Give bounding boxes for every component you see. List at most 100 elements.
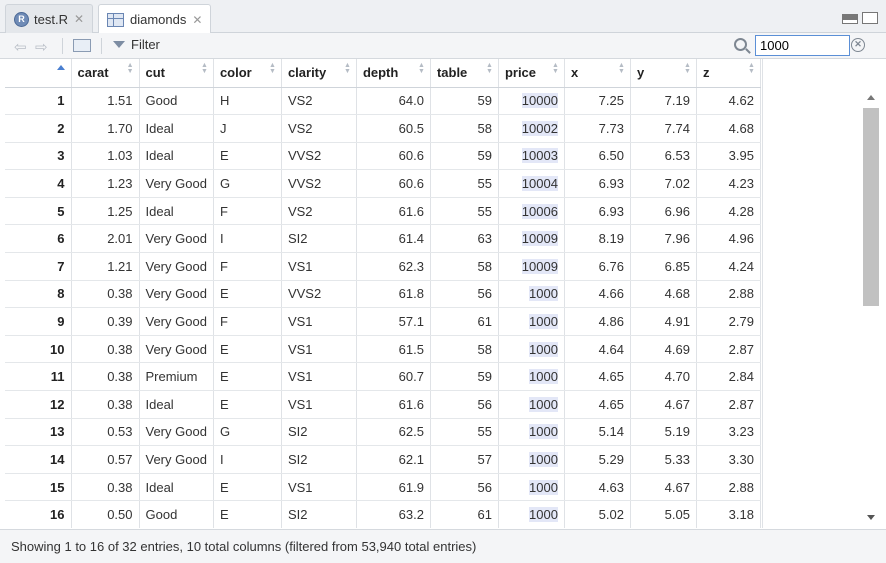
cell-color: I (213, 445, 282, 474)
back-arrow-icon[interactable]: ⇦ (14, 39, 27, 56)
cell-price: 1000 (498, 362, 565, 392)
cell-table: 56 (430, 280, 499, 309)
table-row: 6 2.01 Very Good I SI2 61.4 63 10009 8.19 7.96 4.9… (5, 224, 761, 254)
cell-z: 3.30 (696, 445, 761, 474)
cell-table: 63 (430, 224, 499, 254)
cell-y: 5.05 (630, 500, 697, 528)
cell-color: F (213, 252, 282, 281)
column-header-color[interactable]: color ▲ ▼ (213, 59, 282, 88)
cell-clarity: VS1 (281, 252, 357, 281)
search-input[interactable] (755, 35, 850, 56)
sort-icon: ▲ ▼ (748, 62, 755, 75)
cell-carat: 0.53 (71, 418, 140, 447)
column-label: color (219, 65, 252, 81)
forward-arrow-icon[interactable]: ⇨ (35, 39, 48, 56)
cell-cut: Very Good (139, 224, 214, 254)
cell-idx: 12 (5, 390, 72, 419)
column-header-carat[interactable]: carat ▲ ▼ (71, 59, 140, 88)
table-row: 3 1.03 Ideal E VVS2 60.6 59 10003 6.50 6.53 3.95 (5, 142, 761, 171)
search-match-highlight: 10002 (521, 120, 558, 136)
cell-clarity: VS1 (281, 335, 357, 364)
cell-carat: 1.51 (71, 87, 140, 116)
cell-color: E (213, 390, 282, 419)
cell-x: 6.93 (564, 197, 631, 226)
column-label: y (636, 65, 645, 81)
filter-button[interactable]: Filter (113, 37, 160, 52)
search-match-highlight: 10009 (521, 258, 558, 274)
data-grid-icon (107, 12, 124, 27)
cell-cut: Very Good (139, 280, 214, 309)
cell-carat: 2.01 (71, 224, 140, 254)
cell-z: 4.24 (696, 252, 761, 281)
cell-x: 4.65 (564, 390, 631, 419)
sort-icon: ▲ ▼ (126, 62, 134, 75)
minimize-icon[interactable] (842, 14, 858, 24)
cell-depth: 62.3 (356, 252, 431, 281)
cell-cut: Very Good (139, 335, 214, 364)
cell-price: 10009 (498, 224, 565, 254)
cell-idx: 3 (5, 142, 72, 171)
cell-idx: 7 (5, 252, 72, 281)
cell-depth: 64.0 (356, 87, 431, 116)
scrollbar-thumb[interactable] (863, 108, 879, 306)
popout-window-icon[interactable] (73, 39, 91, 52)
column-header-depth[interactable]: depth ▲ ▼ (356, 59, 431, 88)
cell-idx: 9 (5, 307, 72, 336)
search-match-highlight: 10009 (521, 231, 558, 247)
close-icon[interactable]: ✕ (192, 12, 203, 27)
cell-idx: 15 (5, 473, 72, 502)
cell-color: E (213, 142, 282, 171)
tab-test-r[interactable]: R test.R ✕ (5, 4, 94, 33)
cell-price: 10000 (498, 87, 565, 116)
column-label: table (436, 65, 468, 81)
column-header-z[interactable]: z ▲ ▼ (696, 59, 761, 88)
cell-y: 7.96 (630, 224, 697, 254)
cell-table: 55 (430, 418, 499, 447)
cell-carat: 0.38 (71, 280, 140, 309)
window-controls (842, 12, 878, 24)
cell-y: 6.85 (630, 252, 697, 281)
cell-y: 5.33 (630, 445, 697, 474)
cell-color: G (213, 169, 282, 198)
cell-idx: 14 (5, 445, 72, 474)
sort-icon: ▲ ▼ (201, 62, 208, 75)
cell-x: 5.02 (564, 500, 631, 528)
cell-y: 4.70 (630, 362, 697, 392)
cell-cut: Ideal (139, 473, 214, 502)
cell-y: 6.53 (630, 142, 697, 171)
sort-icon: ▲ ▼ (618, 62, 625, 75)
r-file-icon: R (14, 11, 29, 27)
cell-x: 6.50 (564, 142, 631, 171)
cell-clarity: SI2 (281, 500, 357, 528)
clear-search-icon[interactable]: ✕ (851, 38, 865, 52)
close-icon[interactable]: ✕ (73, 12, 85, 26)
column-header-x[interactable]: x ▲ ▼ (564, 59, 631, 88)
cell-x: 6.93 (564, 169, 631, 198)
column-header-clarity[interactable]: clarity ▲ ▼ (281, 59, 357, 88)
header-row: carat ▲ ▼ cut ▲ ▼ color ▲ ▼ clarity ▲ ▼ depth ▲ ▼ … (5, 59, 761, 88)
cell-clarity: VS2 (281, 87, 357, 116)
cell-y: 7.02 (630, 169, 697, 198)
column-header-index[interactable] (5, 59, 72, 88)
column-header-table[interactable]: table ▲ ▼ (430, 59, 499, 88)
cell-carat: 0.50 (71, 500, 140, 528)
cell-cut: Ideal (139, 197, 214, 226)
cell-z: 4.62 (696, 87, 761, 116)
cell-idx: 2 (5, 114, 72, 143)
column-header-price[interactable]: price ▲ ▼ (498, 59, 565, 88)
cell-price: 10002 (498, 114, 565, 143)
scroll-down-arrow-icon[interactable] (867, 515, 875, 520)
scroll-up-arrow-icon[interactable] (867, 95, 875, 100)
cell-z: 3.95 (696, 142, 761, 171)
toolbar-divider (62, 38, 63, 54)
column-label: price (504, 65, 537, 81)
cell-table: 56 (430, 473, 499, 502)
maximize-icon[interactable] (862, 12, 878, 24)
cell-z: 2.87 (696, 390, 761, 419)
cell-cut: Very Good (139, 418, 214, 447)
tab-diamonds[interactable]: diamonds ✕ (98, 4, 212, 34)
column-header-cut[interactable]: cut ▲ ▼ (139, 59, 214, 88)
cell-y: 7.74 (630, 114, 697, 143)
column-header-y[interactable]: y ▲ ▼ (630, 59, 697, 88)
cell-depth: 61.9 (356, 473, 431, 502)
